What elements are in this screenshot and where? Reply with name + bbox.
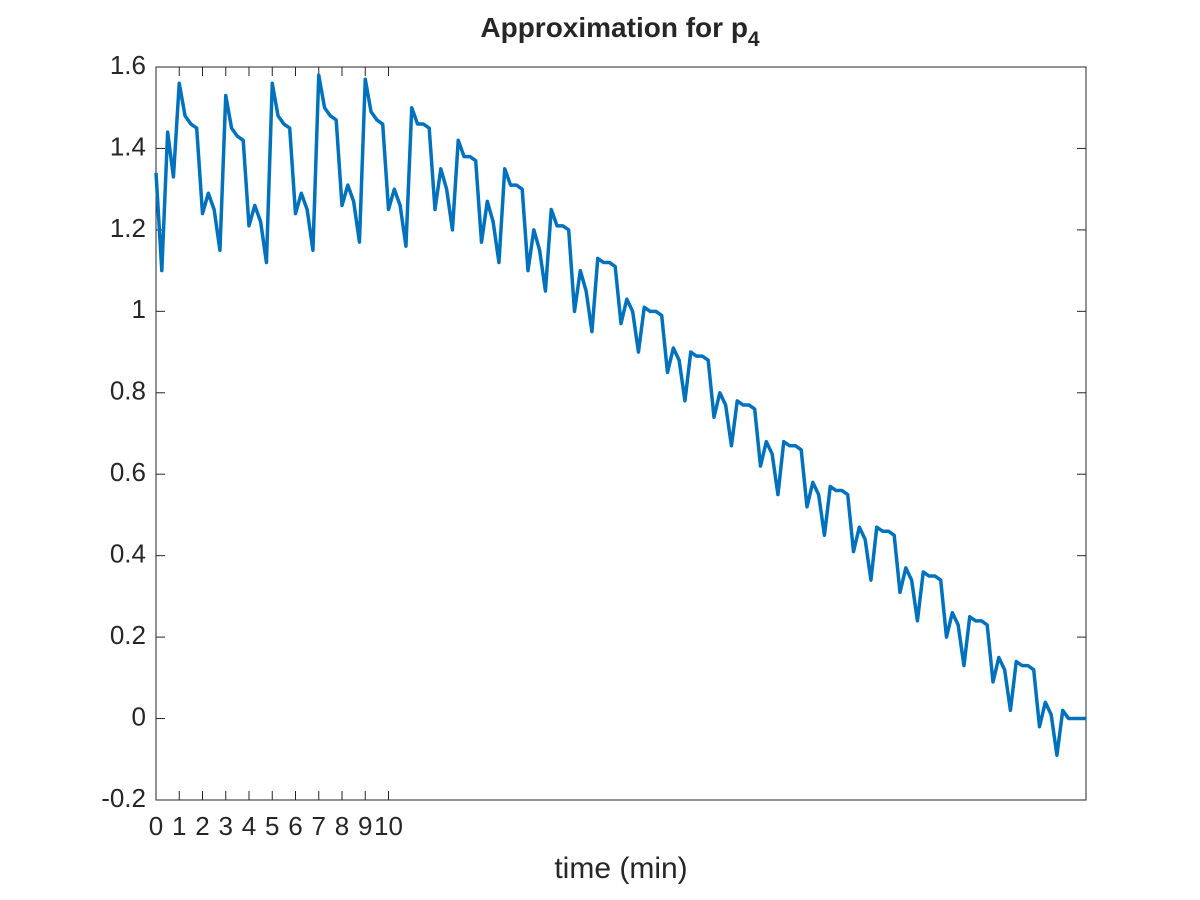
x-axis-label: time (min) xyxy=(554,852,687,885)
y-tick-label: 0 xyxy=(132,701,146,731)
title-subscript: 4 xyxy=(748,28,760,51)
y-tick-label: 1.2 xyxy=(110,213,146,243)
x-tick-label: 9 xyxy=(358,811,372,841)
y-tick-label: 0.2 xyxy=(110,620,146,650)
x-tick-label: 8 xyxy=(335,811,349,841)
x-tick-label: 3 xyxy=(219,811,233,841)
y-tick-label: 0.6 xyxy=(110,457,146,487)
y-tick-label: 1.4 xyxy=(110,131,146,161)
x-tick-label: 2 xyxy=(195,811,209,841)
y-tick-label: 0.4 xyxy=(110,539,146,569)
x-tick-label: 7 xyxy=(312,811,326,841)
data-line xyxy=(154,73,1086,757)
chart-title: Approximation for p4 xyxy=(480,12,760,50)
x-tick-label: 10 xyxy=(374,811,403,841)
title-text: Approximation for p xyxy=(480,12,748,43)
y-tick-label: 1.6 xyxy=(110,50,146,80)
x-tick-label: 0 xyxy=(149,811,163,841)
x-tick-label: 4 xyxy=(242,811,256,841)
x-tick-label: 6 xyxy=(288,811,302,841)
axes-box xyxy=(155,66,1087,801)
y-tick-label: 1 xyxy=(132,294,146,324)
x-tick-label: 5 xyxy=(265,811,279,841)
x-tick-label: 1 xyxy=(172,811,186,841)
y-tick-label: -0.2 xyxy=(101,783,146,813)
y-tick-label: 0.8 xyxy=(110,376,146,406)
